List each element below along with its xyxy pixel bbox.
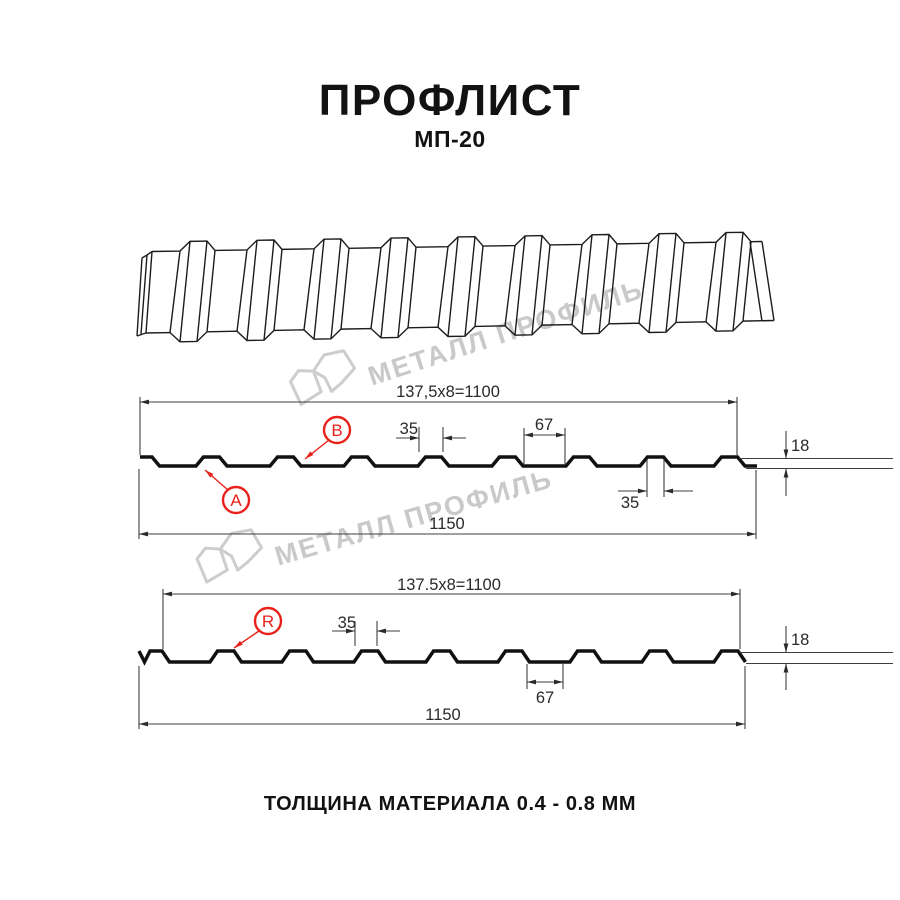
label-side-b: B [331,421,342,440]
dim-working-width-bottom: 137.5x8=1100 [397,576,501,594]
dim-overall-width-bottom: 1150 [425,706,460,724]
dim-working-width-top: 137,5x8=1100 [396,383,500,401]
metall-profil-logo-watermark [289,349,357,406]
dim-valley-width-top: 67 [535,416,553,434]
label-side-a: A [230,491,242,510]
watermark-text: МЕТАЛЛ ПРОФИЛЬ [271,464,556,572]
dim-overall-width-top: 1150 [429,515,464,533]
page-title: ПРОФЛИСТ [318,76,582,125]
watermark-text: МЕТАЛЛ ПРОФИЛЬ [364,274,647,391]
profile-model-name: МП-20 [414,126,486,152]
material-thickness-note: ТОЛЩИНА МАТЕРИАЛА 0.4 - 0.8 ММ [263,793,637,815]
label-side-r: R [262,612,274,631]
side-labels [204,415,352,649]
section-profile-r [137,589,893,729]
dim-height-top: 18 [791,437,809,455]
dim-valley-width-bottom: 67 [536,689,554,707]
dim-rib-top-width-top: 35 [400,420,418,438]
metall-profil-logo-watermark [195,528,263,584]
sheet-3d-view [136,231,775,343]
dim-rib-bottom-width-top: 35 [621,494,639,512]
dim-height-bottom: 18 [791,631,809,649]
section-profile-ab [138,397,893,539]
dim-rib-top-width-bottom: 35 [338,614,356,632]
